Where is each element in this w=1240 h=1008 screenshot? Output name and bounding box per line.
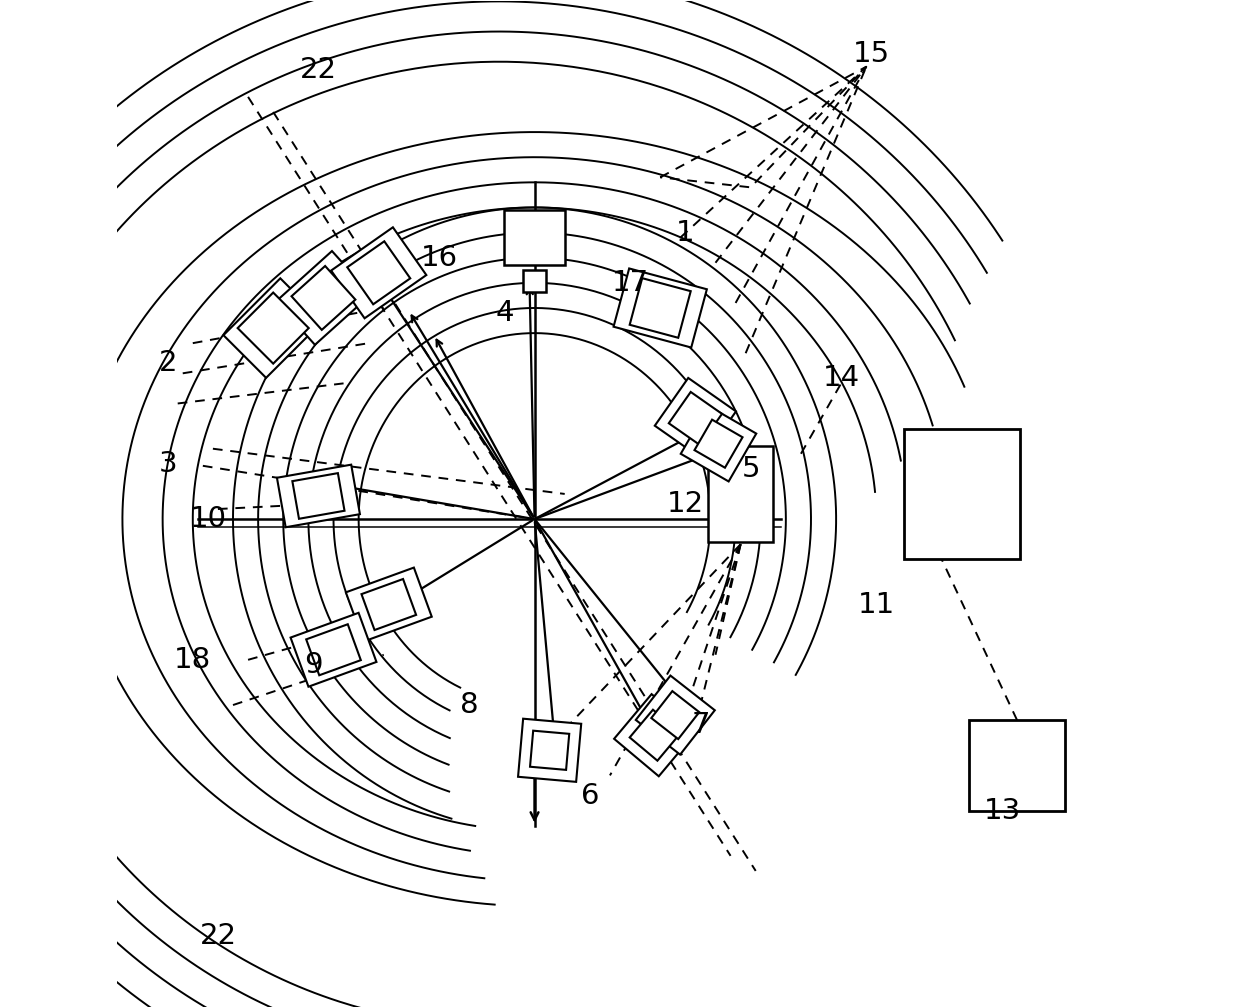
Text: 6: 6: [580, 781, 599, 809]
Bar: [630, 278, 691, 338]
Bar: [331, 227, 427, 319]
Bar: [614, 268, 707, 348]
Text: 22: 22: [300, 55, 337, 84]
Bar: [655, 378, 737, 460]
Bar: [347, 241, 410, 304]
Bar: [694, 419, 743, 468]
Bar: [306, 624, 361, 675]
Text: 2: 2: [159, 349, 177, 377]
Text: 7: 7: [691, 712, 709, 739]
Text: 14: 14: [822, 364, 859, 392]
Bar: [904, 428, 1019, 559]
Bar: [290, 613, 377, 686]
Bar: [223, 278, 322, 378]
Text: 22: 22: [200, 922, 237, 951]
Bar: [529, 731, 569, 770]
Bar: [291, 266, 356, 330]
Text: 5: 5: [742, 455, 760, 483]
Bar: [668, 392, 722, 446]
Text: 3: 3: [159, 450, 177, 478]
Bar: [614, 695, 696, 776]
Bar: [346, 568, 432, 641]
Bar: [293, 473, 345, 519]
Text: 10: 10: [190, 505, 227, 533]
Bar: [708, 447, 774, 541]
Text: 13: 13: [983, 796, 1021, 825]
Bar: [523, 270, 546, 292]
Bar: [970, 720, 1065, 810]
Bar: [681, 406, 756, 482]
Text: 18: 18: [174, 646, 211, 673]
Bar: [505, 210, 564, 265]
Bar: [651, 691, 699, 739]
Bar: [630, 710, 681, 761]
Bar: [277, 465, 360, 527]
Text: 15: 15: [853, 39, 890, 68]
Bar: [277, 251, 371, 345]
Text: 17: 17: [611, 269, 649, 296]
Bar: [636, 675, 714, 755]
Bar: [362, 579, 417, 630]
Text: 8: 8: [460, 691, 479, 719]
Text: 4: 4: [495, 299, 513, 327]
Text: 1: 1: [676, 219, 694, 247]
Text: 9: 9: [304, 651, 322, 678]
Text: 12: 12: [667, 490, 704, 518]
Bar: [518, 719, 582, 782]
Text: 16: 16: [420, 244, 458, 272]
Bar: [238, 292, 309, 364]
Text: 11: 11: [858, 591, 895, 619]
